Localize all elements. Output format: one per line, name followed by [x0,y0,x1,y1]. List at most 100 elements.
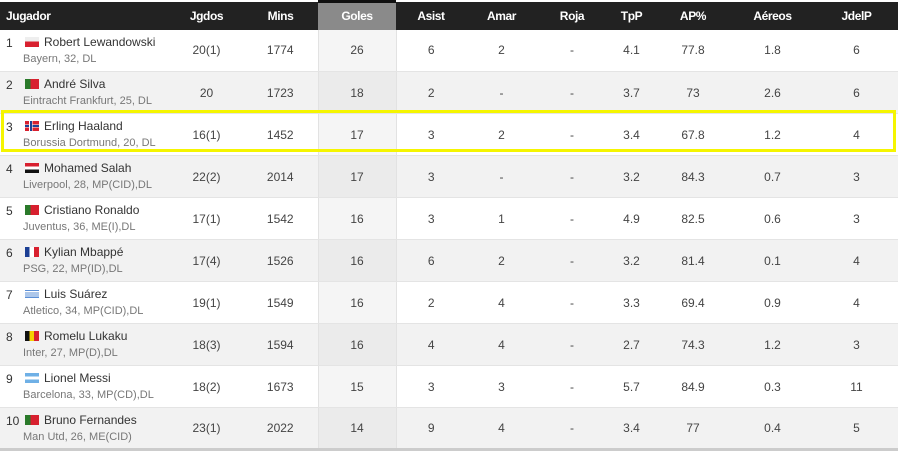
stat-areos: 1.2 [730,323,815,366]
table-row: 7 Luis Suárez Atletico, 34, MP(CID),DL 19… [0,281,898,324]
column-header-goles[interactable]: Goles [318,0,396,30]
stat-goles: 17 [317,113,397,156]
stat-amar: 4 [466,407,537,451]
stat-ap: 82.5 [656,197,730,240]
stat-mins: 2022 [243,407,318,451]
rank: 5 [6,204,13,218]
player-club-info: Bayern, 32, DL [23,52,97,65]
column-header-tpp[interactable]: TpP [607,1,656,30]
stat-jgdos: 16(1) [170,113,243,156]
column-header-mins[interactable]: Mins [243,1,318,30]
stat-ap: 81.4 [656,239,730,282]
table-header: Jugador Jgdos Mins Goles Asist Amar Roja TpP AP%… [0,0,898,30]
player-name-link[interactable]: André Silva [44,77,106,91]
player-club-info: Atletico, 34, MP(CID),DL [23,305,144,317]
player-cell: 7 Luis Suárez Atletico, 34, MP(CID),DL [0,281,170,324]
stat-tpp: 4.9 [607,197,656,240]
stat-asist: 3 [396,365,466,408]
stat-asist: 2 [396,71,466,114]
stat-asist: 3 [396,197,466,240]
stat-asist: 4 [396,323,466,366]
rank: 2 [6,78,13,92]
player-name-link[interactable]: Romelu Lukaku [44,329,128,343]
column-header-asist[interactable]: Asist [396,1,466,30]
stat-jgdos: 23(1) [170,407,243,451]
rank: 1 [6,35,13,50]
player-name-link[interactable]: Bruno Fernandes [44,413,137,427]
player-cell: 3 Erling Haaland Borussia Dortmund, 20, … [0,113,170,156]
player-name-link[interactable]: Erling Haaland [44,119,123,133]
stat-roja: - [537,197,607,240]
stat-roja: - [537,71,607,114]
stat-jdelp: 4 [815,239,898,282]
stat-mins: 1526 [243,239,318,282]
stat-areos: 1.8 [730,29,815,72]
rank: 4 [6,162,13,176]
stat-amar: 4 [466,323,537,366]
stat-tpp: 4.1 [607,29,656,72]
rank: 8 [6,330,13,344]
column-header-jugador[interactable]: Jugador [0,1,170,30]
rank: 9 [6,372,13,386]
player-name-link[interactable]: Mohamed Salah [44,161,132,175]
argentina-flag-icon [25,373,39,383]
stat-mins: 1673 [243,365,318,408]
table-row: 4 Mohamed Salah Liverpool, 28, MP(CID),D… [0,155,898,198]
column-header-areos[interactable]: Aéreos [730,1,815,30]
column-header-roja[interactable]: Roja [537,1,607,30]
stat-tpp: 3.4 [607,113,656,156]
stat-goles: 26 [317,29,397,72]
player-club-info: Liverpool, 28, MP(CID),DL [23,179,152,191]
stat-jgdos: 17(4) [170,239,243,282]
stat-ap: 84.9 [656,365,730,408]
column-header-jdelp[interactable]: JdelP [815,1,898,30]
column-header-jgdos[interactable]: Jgdos [170,1,243,30]
stat-goles: 15 [317,365,397,408]
portugal-flag-icon [25,205,39,215]
stat-tpp: 3.3 [607,281,656,324]
table-row: 6 Kylian Mbappé PSG, 22, MP(ID),DL 17(4) 1… [0,239,898,282]
stat-areos: 0.9 [730,281,815,324]
player-club-info: Borussia Dortmund, 20, DL [23,137,156,149]
player-cell: 9 Lionel Messi Barcelona, 33, MP(CD),DL [0,365,170,408]
table-row: 5 Cristiano Ronaldo Juventus, 36, ME(I),… [0,197,898,240]
player-club-info: Eintracht Frankfurt, 25, DL [23,95,152,107]
egypt-flag-icon [25,163,39,173]
player-name-link[interactable]: Lionel Messi [44,371,111,385]
stat-areos: 1.2 [730,113,815,156]
player-club-info: Juventus, 36, ME(I),DL [23,221,136,233]
stat-amar: 1 [466,197,537,240]
table-row: 9 Lionel Messi Barcelona, 33, MP(CD),DL 1… [0,365,898,408]
rank: 7 [6,288,13,302]
stat-ap: 84.3 [656,155,730,198]
stat-goles: 16 [317,281,397,324]
stat-jdelp: 3 [815,155,898,198]
stat-amar: 2 [466,239,537,282]
stat-asist: 6 [396,239,466,282]
belgium-flag-icon [25,331,39,341]
stat-goles: 14 [317,407,397,451]
column-header-amar[interactable]: Amar [466,1,537,30]
stat-areos: 0.4 [730,407,815,451]
poland-flag-icon [25,36,39,47]
player-name-link[interactable]: Luis Suárez [44,287,108,301]
stat-areos: 2.6 [730,71,815,114]
table-row: 3 Erling Haaland Borussia Dortmund, 20, … [0,113,898,156]
player-cell: 1 Robert Lewandowski Bayern, 32, DL [0,29,170,72]
stat-jgdos: 18(3) [170,323,243,366]
player-name-link[interactable]: Kylian Mbappé [44,245,124,259]
stat-ap: 73 [656,71,730,114]
rank: 10 [6,414,20,428]
stat-amar: 2 [466,29,537,72]
stat-amar: 2 [466,113,537,156]
player-cell: 8 Romelu Lukaku Inter, 27, MP(D),DL [0,323,170,366]
player-name-link[interactable]: Cristiano Ronaldo [44,203,140,217]
portugal-flag-icon [25,79,39,89]
stat-jgdos: 17(1) [170,197,243,240]
player-cell: 4 Mohamed Salah Liverpool, 28, MP(CID),D… [0,155,170,198]
player-name-link[interactable]: Robert Lewandowski [44,34,156,49]
stat-tpp: 5.7 [607,365,656,408]
column-header-ap[interactable]: AP% [656,1,730,30]
stat-tpp: 2.7 [607,323,656,366]
stat-jgdos: 19(1) [170,281,243,324]
